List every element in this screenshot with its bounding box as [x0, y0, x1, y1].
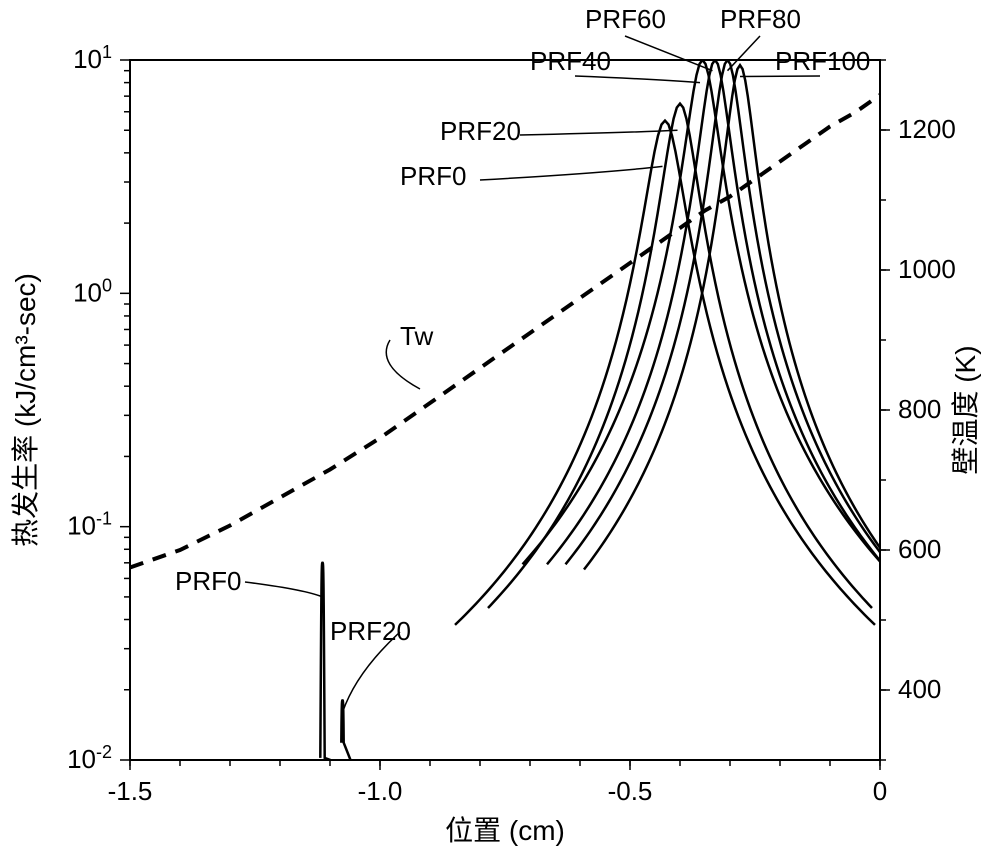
- x-axis-label: 位置 (cm): [445, 815, 565, 846]
- x-tick-label: 0: [873, 776, 887, 806]
- annot-small-PRF20: PRF20: [330, 616, 411, 646]
- plot-frame: [130, 60, 880, 760]
- annot-PRF0: PRF0: [400, 161, 466, 191]
- annot-small-PRF0: PRF0: [175, 566, 241, 596]
- leader-line: [520, 130, 678, 135]
- yl-tick-label: 10-2: [67, 742, 112, 774]
- annot-PRF80: PRF80: [720, 4, 801, 34]
- annot-tw: Tw: [400, 321, 433, 351]
- annot-PRF60: PRF60: [585, 4, 666, 34]
- yl-tick-label: 100: [73, 275, 112, 307]
- annot-PRF40: PRF40: [530, 46, 611, 76]
- yl-tick-label: 10-1: [67, 509, 112, 541]
- yr-tick-label: 400: [898, 674, 941, 704]
- annot-PRF20: PRF20: [440, 116, 521, 146]
- leader-line: [728, 36, 761, 71]
- small-peak-PRF20: [335, 700, 351, 760]
- yr-tick-label: 800: [898, 394, 941, 424]
- chart-svg: -1.5 -1.0 -0.5 0 位置 (cm) 10-2 10-1 100 101 热发生率 (…: [0, 0, 1000, 856]
- yl-axis-label: 热发生率 (kJ/cm³-sec): [10, 273, 41, 547]
- x-tick-label: -1.0: [358, 776, 403, 806]
- leader-line: [245, 582, 323, 597]
- small-peak-PRF0: [315, 563, 331, 760]
- chart-container: -1.5 -1.0 -0.5 0 位置 (cm) 10-2 10-1 100 101 热发生率 (…: [0, 0, 1000, 856]
- yl-tick-label: 101: [73, 42, 112, 74]
- leader-line: [575, 76, 700, 83]
- x-tick-label: -1.5: [108, 776, 153, 806]
- peak-PRF40: [523, 60, 883, 564]
- yr-tick-label: 1000: [898, 254, 956, 284]
- peak-PRF60: [547, 60, 883, 564]
- leader-line: [625, 36, 713, 71]
- yr-tick-label: 600: [898, 534, 941, 564]
- leader-line: [480, 166, 663, 180]
- x-tick-label: -0.5: [608, 776, 653, 806]
- annot-PRF100: PRF100: [775, 46, 870, 76]
- yr-axis-label: 壁温度 (K): [950, 345, 981, 474]
- peak-PRF100: [584, 65, 896, 569]
- yr-tick-label: 1200: [898, 114, 956, 144]
